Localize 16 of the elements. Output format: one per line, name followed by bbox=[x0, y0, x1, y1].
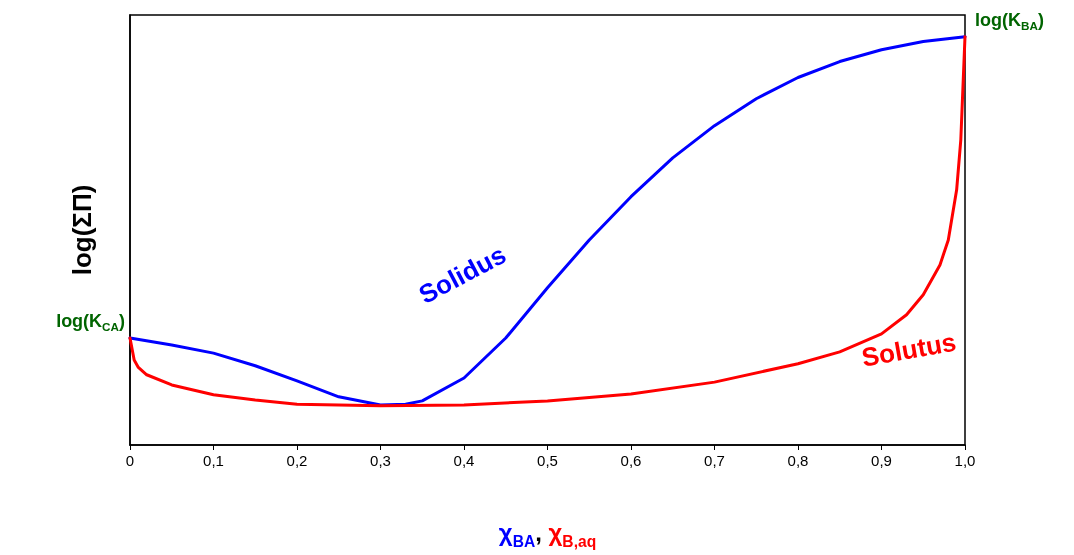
x-tick-label: 0,5 bbox=[537, 452, 558, 469]
x-tick-label: 0,4 bbox=[453, 452, 475, 469]
x-tick-label: 0,8 bbox=[787, 452, 809, 469]
annotation: log(K$_{BA}$) bbox=[975, 9, 1044, 33]
x-tick-label: 0,1 bbox=[203, 452, 224, 469]
x-axis-title: χ$_{BA}$, χ$_{B,aq}$ bbox=[498, 519, 597, 550]
x-tick-label: 0,3 bbox=[370, 452, 391, 469]
x-tick-label: 0,7 bbox=[704, 452, 725, 469]
y-axis-title: log(ΣΠ) bbox=[67, 184, 97, 276]
annotation: log(K$_{CA}$) bbox=[56, 310, 125, 334]
x-tick-label: 0 bbox=[125, 452, 135, 469]
text: Solutus bbox=[859, 326, 959, 373]
x-tick-label: 1,0 bbox=[954, 452, 976, 469]
x-tick-label: 0,9 bbox=[871, 452, 892, 469]
x-tick-label: 0,6 bbox=[620, 452, 642, 469]
x-tick-label: 0,2 bbox=[286, 452, 308, 469]
